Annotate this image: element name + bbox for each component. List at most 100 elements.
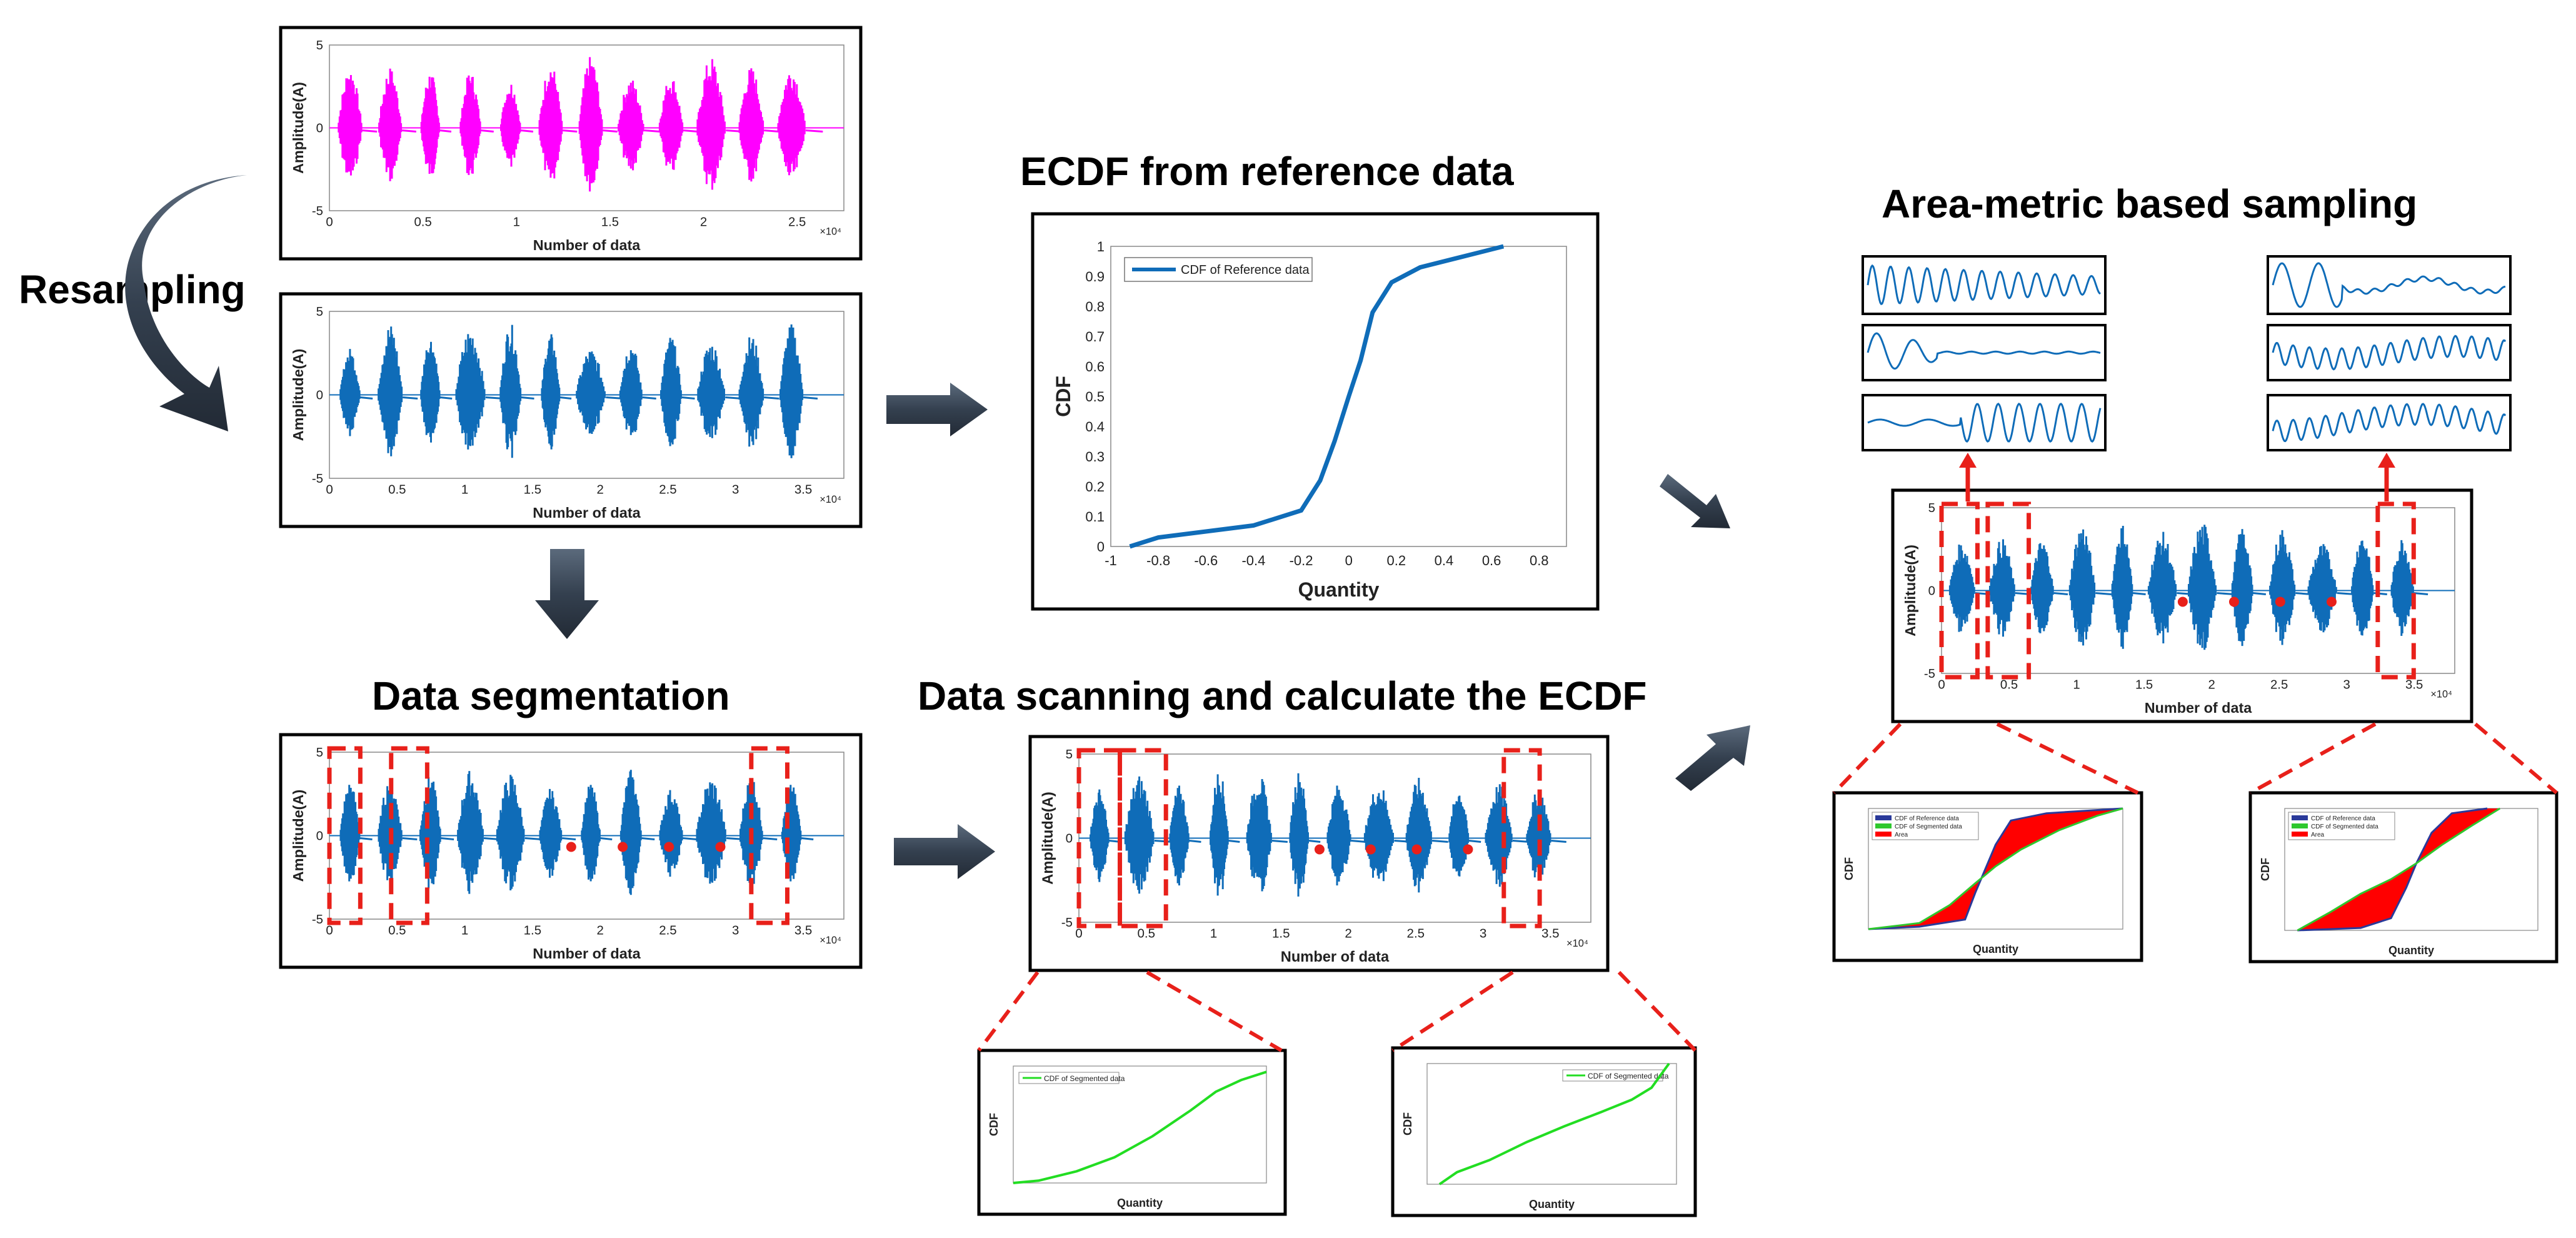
signal-burst: [338, 75, 363, 176]
signal-burst: [696, 59, 726, 190]
y-tick-label: 0.1: [1085, 509, 1105, 525]
title-ecdf-reference: ECDF from reference data: [1020, 149, 1514, 194]
signal-tail: [1431, 840, 1448, 843]
x-axis-label: Quantity: [1298, 578, 1380, 601]
segment-window-box: [1939, 501, 1980, 680]
segment-window-box: [749, 746, 789, 925]
signal-burst: [696, 782, 726, 884]
reference-cdf-line: [1868, 807, 2123, 930]
y-tick-label: 0.7: [1085, 329, 1105, 345]
x-tick-label: 0.5: [2000, 678, 2018, 692]
x-exponent-label: ×10⁴: [2430, 689, 2452, 700]
x-tick-label: 0.4: [1435, 553, 1454, 568]
x-tick-label: 2.5: [659, 483, 676, 497]
x-tick-label: 3: [1480, 927, 1486, 941]
x-tick-label: 3.5: [794, 483, 812, 497]
signal-tail: [683, 129, 698, 133]
x-tick-label: 2.5: [2270, 678, 2288, 692]
legend-label: Area: [2311, 832, 2325, 838]
signal-tail: [521, 129, 534, 133]
signal-tail: [441, 837, 454, 840]
signal-burst: [2307, 544, 2337, 633]
signal-tail: [801, 837, 814, 840]
signal-tail: [401, 129, 416, 133]
x-tick-label: 1.5: [524, 483, 541, 497]
x-tick-label: 3.5: [794, 923, 812, 938]
signal-tail: [359, 837, 373, 840]
red-marker: [1463, 844, 1473, 855]
plot-area: [1868, 808, 2123, 930]
legend-swatch: [1875, 823, 1892, 828]
segment-window-box: [1985, 501, 2032, 680]
snippet-frame: [1862, 255, 2107, 315]
x-tick-label: 2: [700, 215, 707, 229]
segment-ecdf-left-panel: CDF Quantity CDF of Segmented data: [977, 1049, 1287, 1216]
x-tick-label: 2.5: [788, 215, 806, 229]
y-tick-label: 0: [316, 122, 323, 136]
x-tick-label: 2: [1345, 927, 1351, 941]
y-axis-label: Amplitude(A): [290, 82, 306, 174]
y-axis-label: Amplitude(A): [290, 349, 306, 441]
signal-burst: [2188, 525, 2217, 650]
y-tick-label: 0.8: [1085, 299, 1105, 315]
signal-burst: [578, 57, 603, 192]
signal-burst: [1326, 785, 1351, 886]
y-tick-label: 5: [1066, 747, 1073, 762]
signal-tail: [521, 396, 534, 400]
signal-burst: [1526, 794, 1551, 878]
signal-tail: [559, 396, 572, 400]
y-axis-label: CDF: [1843, 857, 1855, 880]
x-tick-label: 1.5: [1272, 927, 1290, 941]
signal-tail: [2413, 592, 2428, 595]
signal-burst: [378, 326, 403, 456]
x-tick-label: 0: [1345, 553, 1353, 568]
segment-ecdf-right-panel: CDF Quantity CDF of Segmented data: [1391, 1046, 1697, 1217]
x-tick-label: 1: [461, 483, 468, 497]
signal-burst: [1948, 545, 1975, 632]
legend-label: CDF of Segmented data: [1588, 1072, 1669, 1080]
legend-label: CDF of Reference data: [2311, 815, 2375, 822]
x-tick-label: 2.5: [1407, 927, 1425, 941]
red-up-arrow-head: [2378, 453, 2395, 468]
y-tick-label: 5: [316, 304, 323, 319]
x-tick-label: 0.2: [1387, 553, 1406, 568]
signal-burst: [378, 68, 403, 181]
y-tick-label: 0.9: [1085, 269, 1105, 284]
signal-burst: [1090, 789, 1110, 882]
red-marker: [664, 842, 674, 852]
signal-burst: [581, 785, 601, 882]
plot-area: [1013, 1065, 1267, 1184]
signal-burst: [339, 785, 361, 882]
x-tick-label: 0.5: [388, 923, 406, 938]
x-axis-label: Quantity: [1973, 943, 2018, 955]
x-axis-label: Number of data: [533, 945, 641, 962]
snippet-frame: [1862, 394, 2107, 451]
y-axis-label: CDF: [988, 1113, 1000, 1136]
snippet-frame: [2267, 324, 2512, 381]
signal-tail: [402, 837, 418, 840]
y-tick-label: 1: [1097, 239, 1105, 254]
signal-burst: [1210, 774, 1229, 896]
segment-window-box: [2375, 501, 2416, 680]
signal-tail: [439, 129, 452, 133]
x-tick-label: 0.5: [414, 215, 431, 229]
ecdf-reference-curve: [1129, 244, 1505, 549]
y-tick-label: 0: [1928, 585, 1935, 598]
arrow-right-2: [894, 824, 995, 879]
y-axis-label: CDF: [1401, 1112, 1414, 1135]
red-dashed-connector: [2474, 722, 2558, 795]
signal-tail: [2253, 592, 2267, 595]
segmented-cdf-line: [2297, 807, 2501, 932]
signal-tail: [2053, 592, 2068, 595]
signal-burst: [697, 346, 725, 438]
snippet-waveform: [2272, 335, 2507, 371]
red-dashed-connector: [1996, 722, 2139, 795]
signal-burst: [2390, 540, 2414, 636]
arrow-diag-down: [1675, 725, 1750, 791]
x-tick-label: 1: [2073, 678, 2080, 692]
arrow-diag-up: [1660, 474, 1730, 528]
x-tick-label: 0: [326, 923, 333, 938]
